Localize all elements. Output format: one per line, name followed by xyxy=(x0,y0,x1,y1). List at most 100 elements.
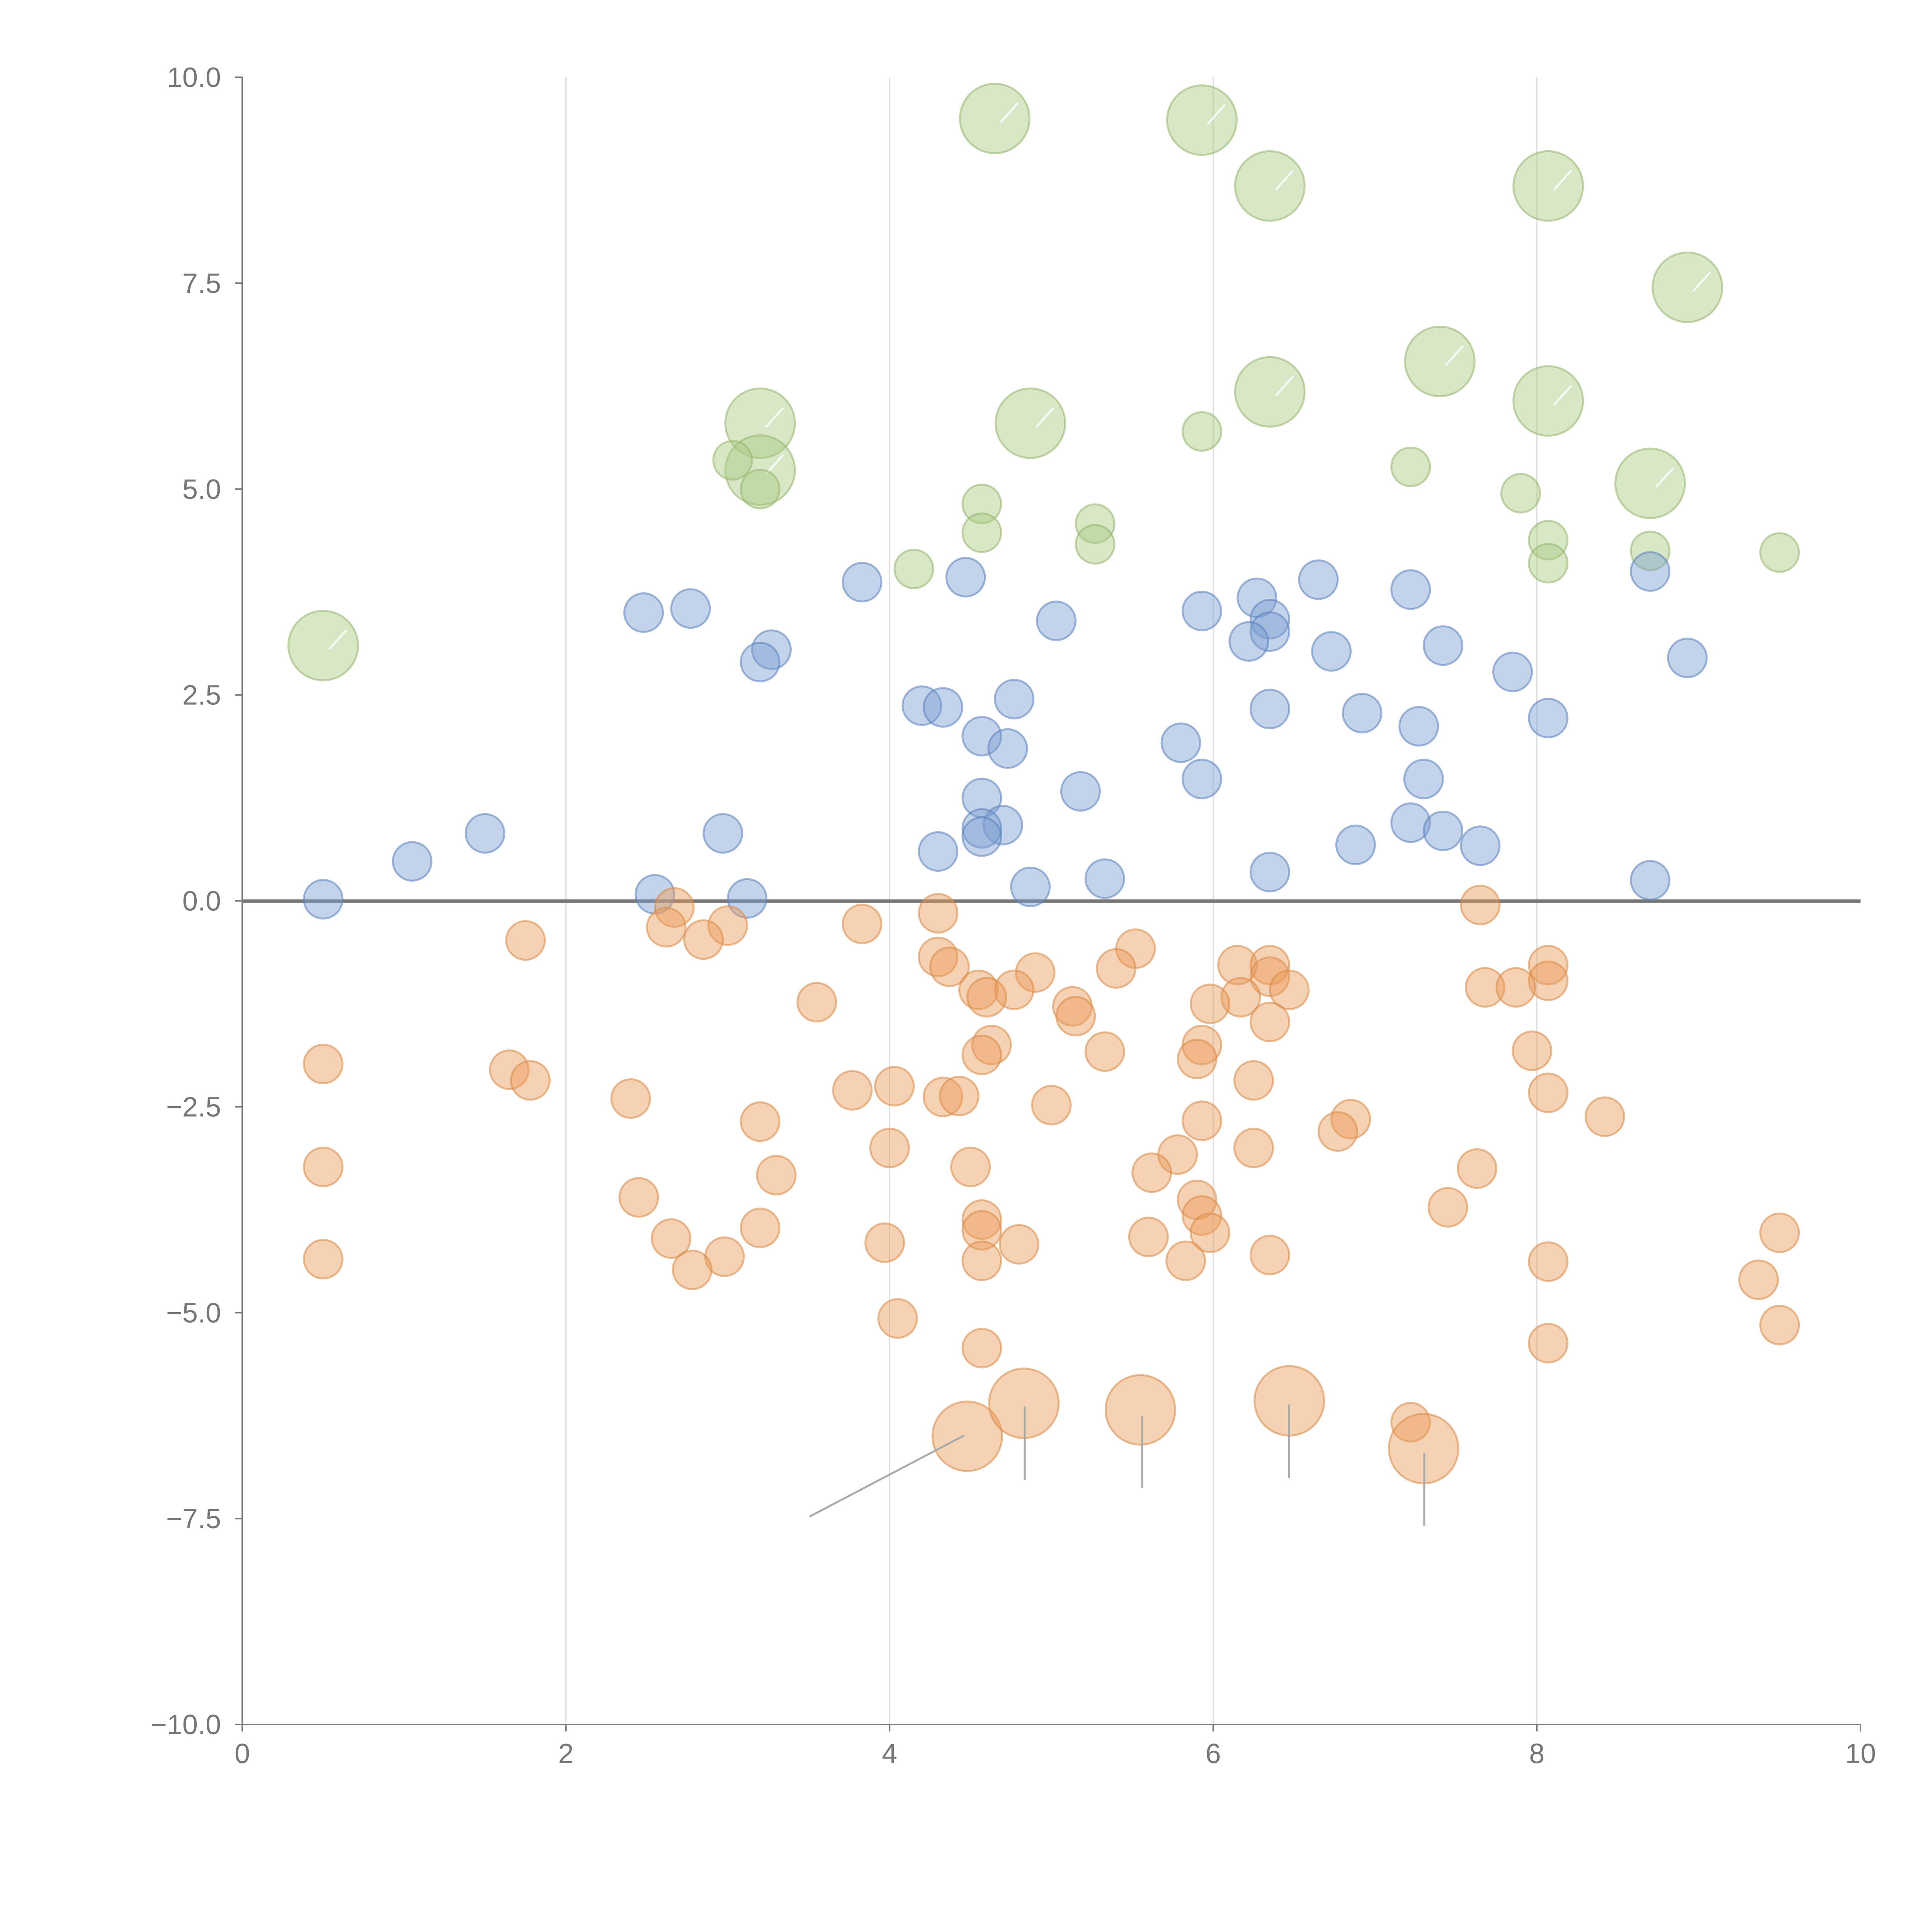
blue-point xyxy=(961,816,1002,857)
label-leader-lines xyxy=(809,1405,1425,1526)
orange-point xyxy=(1031,1085,1072,1126)
blue-point xyxy=(1311,631,1352,672)
orange-point xyxy=(950,1146,991,1187)
orange-point xyxy=(1131,1152,1172,1193)
green-point xyxy=(1075,503,1116,544)
blue-point xyxy=(1249,611,1290,652)
blue-point xyxy=(961,808,1002,849)
blue-point xyxy=(464,813,505,854)
orange-point xyxy=(1104,1374,1176,1446)
y-tick-label: 0.0 xyxy=(182,886,221,917)
green-point xyxy=(1528,543,1569,584)
orange-point xyxy=(654,887,695,928)
blue-point xyxy=(1630,860,1671,901)
blue-point xyxy=(982,804,1023,845)
orange-point xyxy=(869,1128,910,1168)
blue-point xyxy=(1460,825,1501,866)
blue-point xyxy=(1398,706,1439,747)
orange-point xyxy=(922,1077,963,1117)
inner-leader-line xyxy=(1445,345,1464,366)
orange-point xyxy=(939,1076,980,1117)
green-point xyxy=(1075,524,1116,565)
blue-point xyxy=(1181,590,1222,631)
orange-point xyxy=(1584,1096,1625,1137)
orange-point xyxy=(877,1298,918,1339)
green-point xyxy=(961,512,1002,553)
orange-point xyxy=(303,1044,344,1085)
orange-point xyxy=(929,946,970,987)
orange-point xyxy=(1217,945,1258,986)
y-tick-label: −10.0 xyxy=(151,1709,221,1740)
orange-point xyxy=(1015,952,1056,993)
inner-leader-line xyxy=(1553,170,1572,191)
orange-point xyxy=(1233,1128,1274,1168)
orange-point xyxy=(1189,1212,1230,1253)
x-tick-label: 10 xyxy=(1845,1738,1876,1769)
green-point xyxy=(1759,532,1800,573)
blue-point xyxy=(751,629,792,670)
orange-point xyxy=(1528,1323,1569,1364)
orange-point xyxy=(651,1218,692,1259)
blue-point xyxy=(1528,697,1569,738)
orange-point xyxy=(1317,1111,1358,1152)
y-tick-label: −7.5 xyxy=(166,1503,221,1534)
blue-point xyxy=(901,685,942,726)
orange-point xyxy=(864,1222,905,1263)
orange-point xyxy=(1165,1240,1206,1281)
y-tick-label: 2.5 xyxy=(182,680,221,711)
orange-point xyxy=(303,1239,344,1280)
inner-leader-line xyxy=(765,407,784,428)
blue-point xyxy=(1667,638,1708,679)
orange-point xyxy=(1249,1002,1290,1043)
blue-point xyxy=(1630,551,1671,592)
green-point xyxy=(1234,150,1306,222)
orange-point xyxy=(1096,948,1137,989)
blue-point xyxy=(1181,759,1222,799)
green-point xyxy=(1404,325,1476,397)
inner-leader-line xyxy=(328,629,347,650)
orange-point xyxy=(832,1070,873,1111)
orange-point xyxy=(683,919,724,960)
orange-point xyxy=(1269,969,1310,1010)
orange-point xyxy=(707,905,748,946)
inner-leader-line xyxy=(1035,407,1054,428)
orange-point xyxy=(1495,967,1536,1008)
green-point xyxy=(1500,473,1541,514)
inner-leader-line xyxy=(1553,385,1572,406)
inner-leader-line xyxy=(1655,467,1674,488)
orange-point xyxy=(842,903,883,944)
blue-point xyxy=(1390,802,1431,843)
orange-point xyxy=(510,1060,551,1101)
orange-point xyxy=(646,907,687,948)
orange-point xyxy=(1249,1235,1290,1276)
green-point xyxy=(1630,531,1671,571)
blue-point xyxy=(303,879,344,920)
blue-point xyxy=(392,841,433,882)
orange-point xyxy=(1427,1187,1468,1228)
inner-leader-line xyxy=(1692,271,1711,292)
blue-point xyxy=(1010,866,1051,907)
green-point xyxy=(1512,365,1584,437)
orange-point xyxy=(1456,1148,1497,1189)
inner-leader-line xyxy=(1275,376,1294,396)
orange-point xyxy=(961,1210,1002,1251)
y-tick-label: −5.0 xyxy=(166,1298,221,1328)
blue-point xyxy=(922,687,963,728)
blue-point xyxy=(1084,858,1125,899)
green-point xyxy=(1181,411,1222,452)
orange-point xyxy=(931,1400,1003,1472)
orange-point xyxy=(303,1146,344,1187)
green-point xyxy=(1651,252,1723,323)
orange-point xyxy=(961,1199,1002,1240)
y-tick-label: 5.0 xyxy=(182,474,221,505)
blue-point xyxy=(1342,693,1383,734)
blue-point xyxy=(1060,771,1101,812)
orange-point xyxy=(1464,967,1505,1008)
orange-point xyxy=(874,1066,915,1107)
orange-point xyxy=(1189,983,1230,1024)
data-points xyxy=(287,83,1800,1485)
orange-point xyxy=(1759,1304,1800,1345)
orange-point xyxy=(489,1049,530,1090)
blue-point xyxy=(1160,722,1201,763)
